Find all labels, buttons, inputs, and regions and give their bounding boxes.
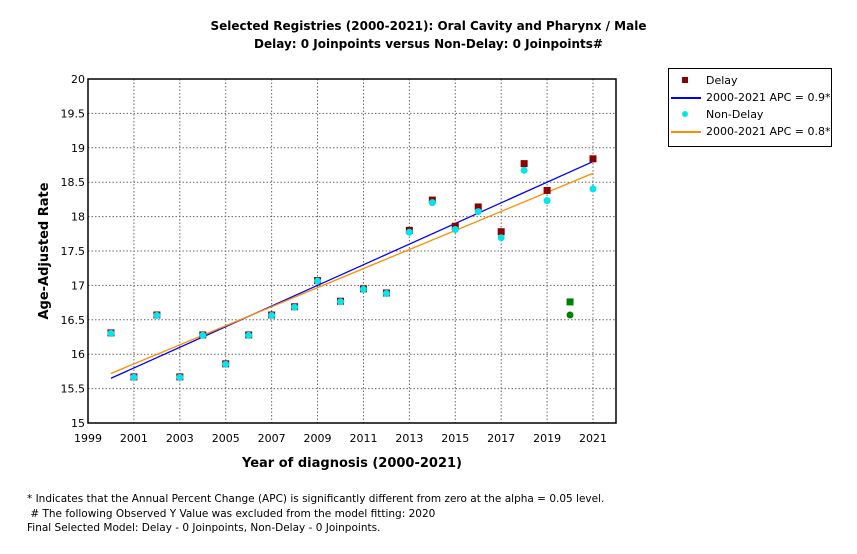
non-delay-point [222, 360, 230, 368]
non-delay-point [405, 228, 413, 236]
x-tick-label: 2007 [258, 432, 286, 445]
x-axis-label: Year of diagnosis (2000-2021) [241, 456, 462, 471]
legend-item-delay-fit: 2000-2021 APC = 0.9* [669, 90, 831, 106]
delay-point [589, 155, 597, 163]
delay-point [474, 203, 482, 211]
legend: Delay 2000-2021 APC = 0.9* Non-Delay 200… [668, 68, 832, 147]
y-tick-label: 17 [71, 279, 85, 292]
y-tick-label: 20 [71, 73, 85, 86]
non-delay-point [153, 311, 161, 319]
y-tick-label: 15 [71, 417, 85, 430]
non-delay-point [245, 331, 253, 339]
y-tick-label: 16.5 [61, 314, 86, 327]
non-delay-point [199, 331, 207, 339]
circle-marker-icon [682, 111, 688, 117]
y-tick-label: 15.5 [61, 383, 86, 396]
y-tick-label: 17.5 [61, 245, 86, 258]
delay-point [566, 298, 574, 306]
fit-line-non-delay [110, 172, 594, 375]
non-delay-point [589, 185, 597, 193]
y-tick-label: 19.5 [61, 107, 86, 120]
x-tick-label: 2017 [487, 432, 515, 445]
non-delay-point [176, 373, 184, 381]
line-icon [671, 97, 701, 99]
non-delay-point [107, 329, 115, 337]
delay-point [543, 186, 551, 194]
non-delay-point [314, 277, 322, 285]
non-delay-point [543, 197, 551, 205]
x-tick-label: 2011 [349, 432, 377, 445]
delay-point [497, 228, 505, 236]
non-delay-point [130, 373, 138, 381]
x-tick-label: 2019 [533, 432, 561, 445]
non-delay-point [497, 234, 505, 242]
legend-item-delay: Delay [669, 73, 829, 89]
y-tick-label: 16 [71, 348, 85, 361]
y-axis: 15 15.5 16 16.5 17 17.5 18 18.5 19 19.5 20 [61, 73, 86, 430]
legend-label: Non-Delay [706, 108, 764, 121]
x-tick-label: 2015 [441, 432, 469, 445]
fit-lines [110, 160, 594, 379]
legend-label: 2000-2021 APC = 0.8* [706, 125, 831, 138]
y-axis-label: Age-Adjusted Rate [37, 182, 52, 319]
square-marker-icon [682, 77, 688, 83]
y-tick-label: 18 [71, 211, 85, 224]
footnote-model: Final Selected Model: Delay - 0 Joinpoin… [27, 522, 381, 534]
non-delay-point [337, 298, 344, 306]
non-delay-point [359, 285, 367, 293]
plot-frame [87, 78, 617, 424]
x-tick-label: 2013 [395, 432, 423, 445]
y-tick-label: 19 [71, 142, 85, 155]
non-delay-point [566, 311, 574, 319]
chart-title: Selected Registries (2000-2021): Oral Ca… [210, 19, 647, 33]
x-tick-label: 2003 [166, 432, 194, 445]
delay-point [520, 160, 528, 168]
x-tick-label: 2005 [212, 432, 240, 445]
fit-line-delay [110, 160, 594, 379]
non-delay-point [520, 166, 528, 174]
footnote-excluded: # The following Observed Y Value was exc… [27, 508, 436, 520]
data-points [107, 155, 597, 381]
x-tick-label: 1999 [74, 432, 102, 445]
x-axis: 1999 2001 2003 2005 2007 2009 2011 2013 2015 2017… [74, 432, 607, 445]
x-tick-label: 2021 [579, 432, 607, 445]
x-tick-label: 2009 [304, 432, 332, 445]
footnote-apc: * Indicates that the Annual Percent Chan… [27, 493, 605, 505]
x-tick-label: 2001 [120, 432, 148, 445]
non-delay-point [382, 289, 390, 297]
line-icon [671, 131, 701, 133]
legend-label: 2000-2021 APC = 0.9* [706, 91, 831, 104]
y-tick-label: 18.5 [61, 176, 86, 189]
legend-item-non-delay-fit: 2000-2021 APC = 0.8* [669, 124, 831, 140]
non-delay-point [428, 199, 436, 207]
non-delay-point [451, 225, 459, 233]
non-delay-point [291, 303, 299, 311]
legend-label: Delay [706, 74, 738, 87]
chart-subtitle: Delay: 0 Joinpoints versus Non-Delay: 0 … [254, 37, 603, 51]
non-delay-point [474, 208, 482, 216]
legend-item-non-delay: Non-Delay [669, 107, 829, 123]
non-delay-point [268, 311, 276, 319]
grid [88, 79, 616, 423]
